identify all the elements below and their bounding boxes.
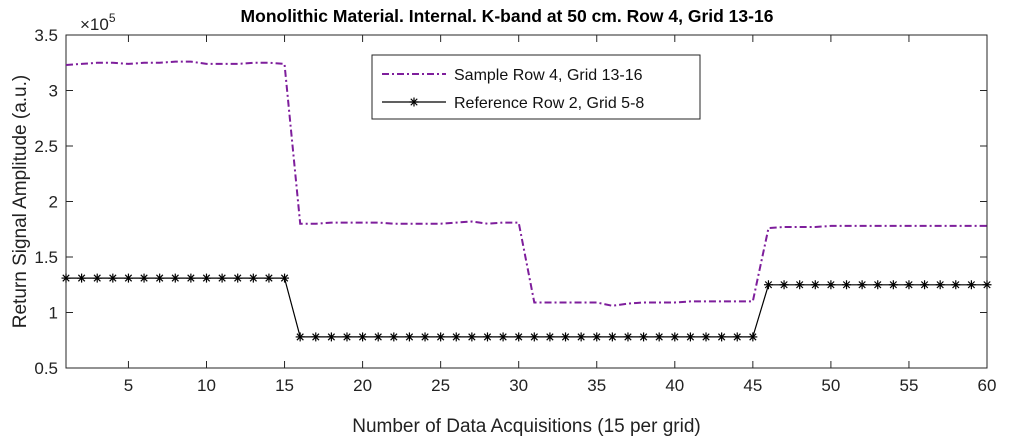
data-point-marker — [717, 332, 727, 342]
data-point-marker — [732, 332, 742, 342]
data-point-marker — [951, 280, 961, 290]
data-point-marker — [654, 332, 664, 342]
data-point-marker — [857, 280, 867, 290]
y-tick-label: 2 — [49, 193, 58, 212]
data-point-marker — [436, 332, 446, 342]
data-point-marker — [233, 273, 243, 283]
data-point-marker — [217, 273, 227, 283]
x-tick-label: 35 — [587, 376, 606, 395]
data-point-marker — [482, 332, 492, 342]
data-point-marker — [576, 332, 586, 342]
data-point-marker — [607, 332, 617, 342]
data-point-marker — [763, 280, 773, 290]
x-tick-label: 50 — [821, 376, 840, 395]
y-tick-label: 3 — [49, 82, 58, 101]
x-tick-label: 55 — [899, 376, 918, 395]
data-point-marker — [92, 273, 102, 283]
data-point-marker — [248, 273, 258, 283]
data-point-marker — [389, 332, 399, 342]
data-point-marker — [311, 332, 321, 342]
data-point-marker — [295, 332, 305, 342]
y-exponent-power: 5 — [109, 11, 116, 25]
data-point-marker — [373, 332, 383, 342]
data-point-marker — [108, 273, 118, 283]
data-point-marker — [623, 332, 633, 342]
x-tick-label: 40 — [665, 376, 684, 395]
data-point-marker — [264, 273, 274, 283]
x-tick-label: 10 — [197, 376, 216, 395]
x-tick-label: 30 — [509, 376, 528, 395]
data-point-marker — [280, 273, 290, 283]
data-point-marker — [451, 332, 461, 342]
data-point-marker — [701, 332, 711, 342]
data-point-marker — [810, 280, 820, 290]
data-point-marker — [170, 273, 180, 283]
data-point-marker — [529, 332, 539, 342]
chart-title: Monolithic Material. Internal. K-band at… — [241, 6, 774, 26]
x-tick-label: 15 — [275, 376, 294, 395]
x-tick-label: 25 — [431, 376, 450, 395]
data-point-marker — [779, 280, 789, 290]
y-exponent-base: ×10 — [80, 15, 109, 34]
data-point-marker — [966, 280, 976, 290]
data-point-marker — [982, 280, 992, 290]
data-point-marker — [155, 273, 165, 283]
x-tick-label: 60 — [978, 376, 997, 395]
y-axis-label: Return Signal Amplitude (a.u.) — [10, 75, 31, 328]
data-point-marker — [186, 273, 196, 283]
data-point-marker — [561, 332, 571, 342]
legend-box — [371, 54, 701, 120]
x-tick-label: 20 — [353, 376, 372, 395]
data-point-marker — [935, 280, 945, 290]
x-tick-label: 45 — [743, 376, 762, 395]
data-point-marker — [326, 332, 336, 342]
data-point-marker — [592, 332, 602, 342]
data-point-marker — [545, 332, 555, 342]
legend-marker — [409, 97, 419, 107]
data-point-marker — [498, 332, 508, 342]
data-point-marker — [420, 332, 430, 342]
series-line-1 — [65, 60, 987, 307]
data-point-marker — [639, 332, 649, 342]
data-point-marker — [795, 280, 805, 290]
x-tick-label: 5 — [124, 376, 133, 395]
legend-label-1: Sample Row 4, Grid 13-16 — [454, 67, 643, 84]
y-tick-label: 1 — [49, 304, 58, 323]
data-point-marker — [77, 273, 87, 283]
data-point-marker — [888, 280, 898, 290]
y-tick-label: 2.5 — [34, 137, 58, 156]
x-axis-label: Number of Data Acquisitions (15 per grid… — [352, 416, 701, 437]
data-point-marker — [873, 280, 883, 290]
data-point-marker — [826, 280, 836, 290]
data-point-marker — [123, 273, 133, 283]
data-point-marker — [842, 280, 852, 290]
data-point-marker — [201, 273, 211, 283]
data-point-marker — [920, 280, 930, 290]
data-point-marker — [404, 332, 414, 342]
data-point-marker — [685, 332, 695, 342]
data-point-marker — [139, 273, 149, 283]
data-point-marker — [748, 332, 758, 342]
y-axis-exponent: ×105 — [80, 11, 116, 34]
data-point-marker — [904, 280, 914, 290]
legend: Sample Row 4, Grid 13-16 Reference Row 2,… — [371, 54, 701, 120]
legend-label-2: Reference Row 2, Grid 5-8 — [454, 95, 644, 112]
data-point-marker — [670, 332, 680, 342]
data-point-marker — [514, 332, 524, 342]
y-tick-label: 0.5 — [34, 359, 58, 378]
data-point-marker — [467, 332, 477, 342]
data-point-marker — [61, 273, 71, 283]
y-tick-label: 1.5 — [34, 248, 58, 267]
y-tick-label: 3.5 — [34, 26, 58, 45]
data-point-marker — [358, 332, 368, 342]
data-point-marker — [342, 332, 352, 342]
